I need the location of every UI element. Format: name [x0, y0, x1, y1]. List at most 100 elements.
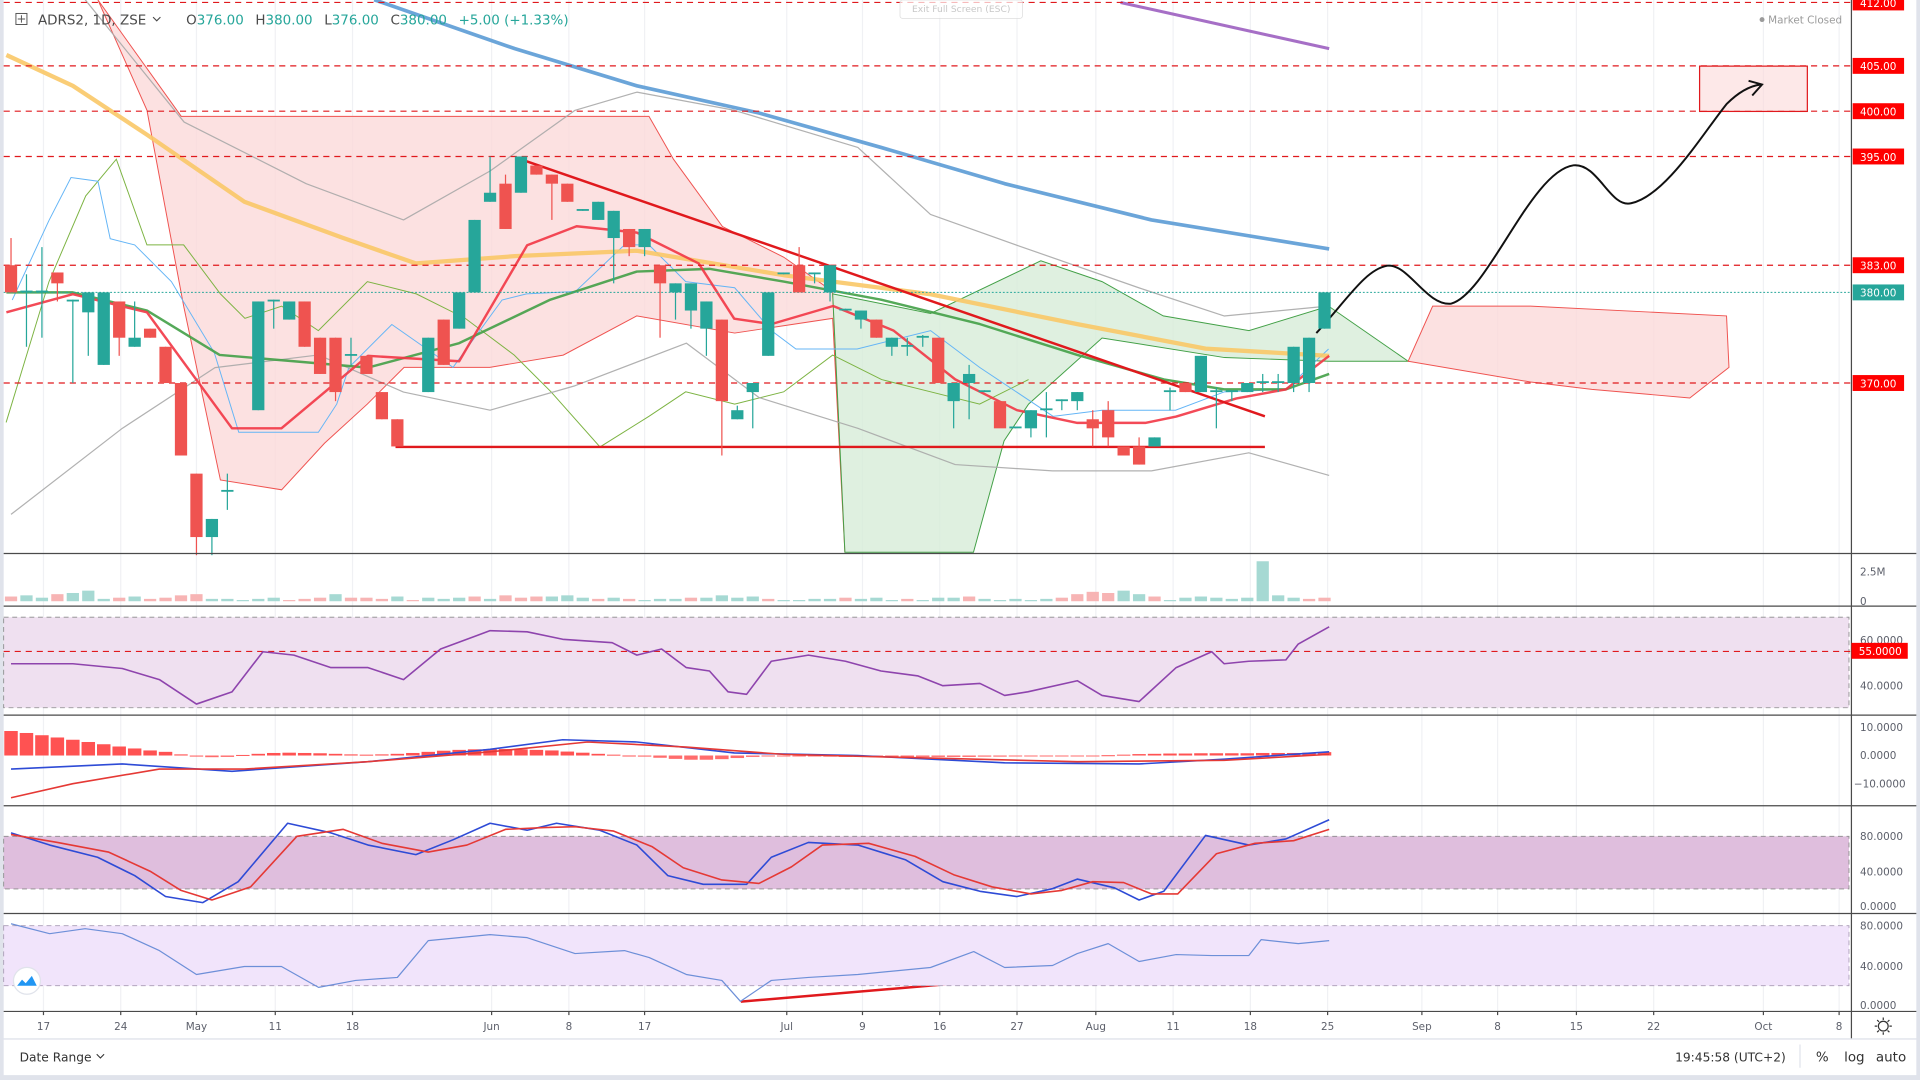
candle[interactable] [1241, 383, 1254, 393]
candle[interactable] [20, 274, 33, 347]
percent-scale-toggle[interactable]: % [1816, 1051, 1829, 1066]
chevron-down-icon[interactable] [96, 1053, 105, 1059]
candle[interactable] [66, 299, 79, 384]
date-range-button[interactable]: Date Range [20, 1051, 92, 1065]
price-axis[interactable]: 412.00 405.00 400.00 395.00 383.00 370.00 380.… [1852, 0, 1905, 391]
candle[interactable] [1024, 410, 1038, 438]
candle[interactable] [159, 346, 172, 384]
candle[interactable] [1302, 337, 1316, 393]
candle[interactable] [1225, 390, 1238, 402]
candle[interactable] [483, 156, 497, 202]
candle[interactable] [375, 392, 389, 420]
candle[interactable] [885, 337, 898, 356]
tradingview-logo[interactable] [12, 966, 42, 995]
candle[interactable] [174, 383, 188, 456]
descending-trendline[interactable] [523, 159, 1266, 418]
candle[interactable] [1040, 392, 1053, 438]
candle[interactable] [82, 292, 95, 356]
candle[interactable] [514, 156, 528, 193]
candle[interactable] [762, 292, 775, 356]
candle[interactable] [592, 201, 605, 220]
candle[interactable] [252, 301, 265, 411]
time-axis[interactable]: 17 24 May 11 18 Jun 8 17 Jul 9 16 27 Aug 11 18 25 Sep 8 15… [37, 1011, 1843, 1033]
projection-path[interactable] [1315, 83, 1761, 334]
chart-settings-icon[interactable] [1874, 1017, 1892, 1035]
candle[interactable] [143, 328, 157, 338]
expand-icon[interactable] [15, 12, 28, 25]
candle[interactable] [545, 174, 558, 220]
candle[interactable] [205, 518, 219, 556]
candle[interactable] [607, 210, 620, 284]
candle[interactable] [1055, 399, 1068, 411]
candle[interactable] [1272, 373, 1285, 393]
candle[interactable] [1071, 392, 1084, 411]
auto-scale-toggle[interactable]: auto [1876, 1051, 1906, 1066]
candle[interactable] [947, 383, 960, 429]
candle[interactable] [298, 301, 311, 347]
candle[interactable] [1179, 383, 1192, 393]
candle[interactable] [391, 419, 404, 447]
candle[interactable] [978, 390, 991, 393]
candle[interactable] [638, 228, 651, 257]
candle[interactable] [932, 337, 945, 384]
candle[interactable] [839, 308, 852, 311]
candle[interactable] [793, 247, 806, 293]
candle[interactable] [1318, 292, 1331, 329]
candle[interactable] [993, 401, 1007, 429]
candle[interactable] [576, 209, 589, 211]
candle[interactable] [777, 272, 790, 275]
candle[interactable] [870, 319, 883, 338]
candle[interactable] [1210, 387, 1223, 429]
candle[interactable] [561, 183, 574, 202]
candle[interactable] [221, 473, 234, 510]
candle[interactable] [1009, 426, 1022, 429]
candle[interactable] [823, 265, 837, 302]
candle[interactable] [190, 473, 203, 556]
candle[interactable] [1163, 387, 1177, 411]
candle[interactable] [329, 337, 342, 402]
target-zone[interactable] [1698, 65, 1808, 113]
candle[interactable] [468, 219, 481, 293]
candle[interactable] [267, 299, 280, 329]
log-scale-toggle[interactable]: log [1844, 1051, 1865, 1066]
candle[interactable] [1287, 346, 1300, 393]
candle[interactable] [653, 265, 667, 338]
candle[interactable] [422, 337, 435, 393]
candle[interactable] [128, 301, 141, 347]
candle[interactable] [1194, 355, 1208, 393]
candle[interactable] [715, 319, 728, 456]
candle[interactable] [97, 292, 110, 365]
candle[interactable] [731, 405, 744, 420]
candle[interactable] [530, 165, 543, 175]
candle[interactable] [684, 283, 698, 329]
candle[interactable] [360, 355, 373, 374]
chevron-down-icon[interactable] [152, 16, 161, 22]
candle[interactable] [113, 301, 126, 356]
candle[interactable] [51, 272, 64, 302]
candle[interactable] [901, 337, 914, 356]
candle[interactable] [35, 247, 49, 338]
symbol-title[interactable]: ADRS2, 1D, ZSE [38, 13, 146, 28]
candle[interactable] [669, 283, 682, 320]
candle[interactable] [1256, 373, 1269, 393]
candle[interactable] [453, 292, 466, 329]
candle[interactable] [1102, 401, 1115, 447]
candle[interactable] [808, 272, 821, 284]
candle[interactable] [499, 174, 512, 229]
candle[interactable] [1132, 437, 1146, 465]
candle[interactable] [437, 319, 450, 365]
candle[interactable] [962, 364, 976, 420]
candle[interactable] [1086, 410, 1099, 447]
candle[interactable] [1117, 446, 1130, 456]
candle[interactable] [623, 228, 636, 257]
candle[interactable] [4, 238, 18, 293]
candle[interactable] [344, 337, 358, 365]
candle[interactable] [746, 383, 759, 429]
candle[interactable] [283, 301, 296, 320]
candle[interactable] [1148, 437, 1161, 447]
candle[interactable] [916, 334, 929, 347]
candle[interactable] [854, 310, 868, 329]
exit-fullscreen-button[interactable] [899, 0, 1023, 19]
candle[interactable] [313, 337, 327, 374]
candle[interactable] [700, 301, 713, 356]
